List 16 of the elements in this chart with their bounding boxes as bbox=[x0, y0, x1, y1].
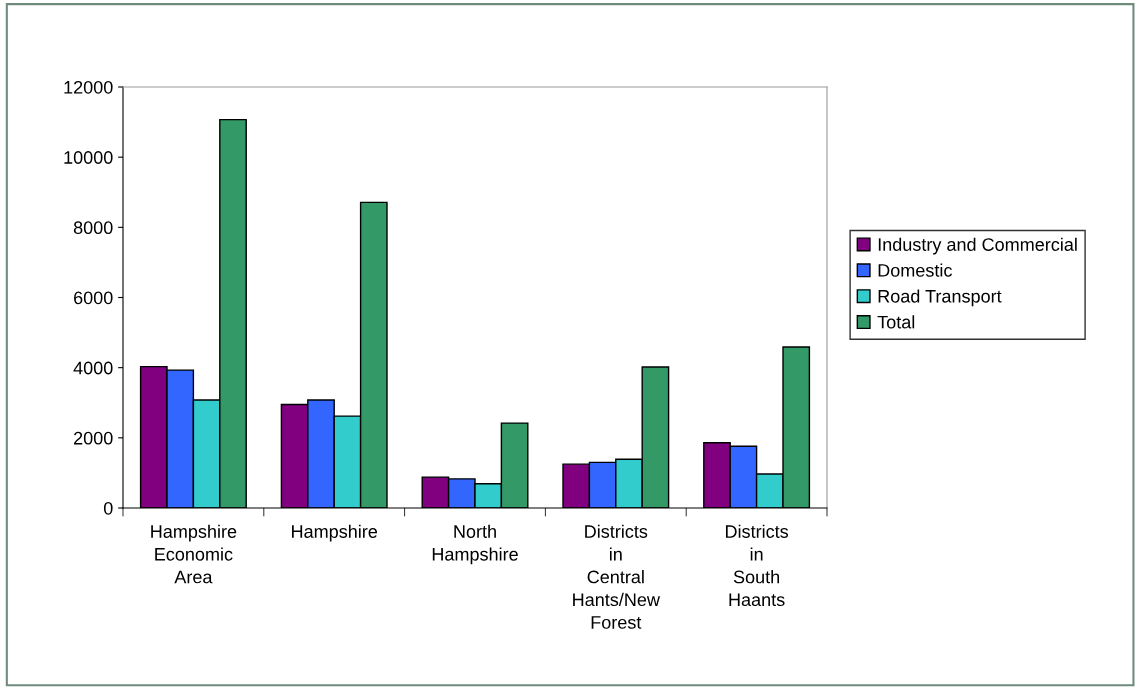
y-tick-label: 8000 bbox=[73, 221, 113, 235]
x-tick-label: Districts in South Haants bbox=[725, 524, 789, 607]
legend-label: Road Transport bbox=[878, 289, 1002, 307]
legend-label: Industry and Commercial bbox=[878, 237, 1077, 255]
legend-label: Domestic bbox=[878, 263, 952, 277]
y-tick-label: 2000 bbox=[74, 431, 113, 445]
y-tick-label: 4000 bbox=[73, 361, 113, 375]
x-tick-label: North Hampshire bbox=[432, 524, 518, 565]
y-tick-label: 6000 bbox=[74, 291, 113, 305]
legend-label: Total bbox=[877, 315, 915, 329]
y-tick-label: 10000 bbox=[64, 151, 113, 164]
x-tick-label: Districts in Central Hants/New Forest bbox=[573, 524, 660, 629]
y-tick-label: 0 bbox=[103, 501, 113, 515]
x-tick-label: Hampshire bbox=[292, 524, 378, 542]
x-tick-label: Hampshire Economic Area bbox=[151, 524, 237, 584]
y-tick-label: 12000 bbox=[64, 80, 113, 94]
